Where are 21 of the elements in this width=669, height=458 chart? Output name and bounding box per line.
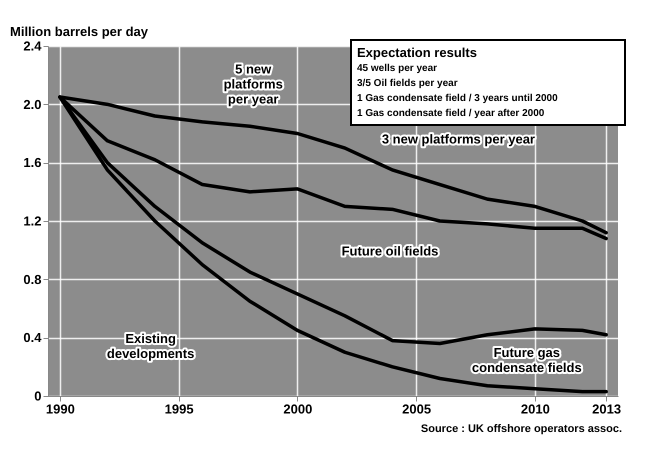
source-note: Source : UK offshore operators assoc. xyxy=(420,423,622,435)
annotation: 3/5 Oil fields per year xyxy=(357,77,459,91)
y-tick-label: 2.4 xyxy=(23,38,42,54)
annotation: 1 Gas condensate field / 3 years until 2000 xyxy=(357,92,559,106)
x-tick-label: 2013 xyxy=(592,402,622,416)
x-tick-label: 2000 xyxy=(283,402,312,416)
y-axis-title: Million barrels per day xyxy=(10,24,149,39)
annotation: 1 Gas condensate field / year after 2000 xyxy=(357,107,546,121)
y-tick-label: 0.4 xyxy=(23,330,42,346)
x-tick-label: 1995 xyxy=(164,402,194,416)
y-tick-label: 1.6 xyxy=(23,155,42,170)
x-tick-label: 1990 xyxy=(46,402,75,416)
annotation: 5 new platforms per year xyxy=(224,62,283,106)
x-tick-label: 2005 xyxy=(402,402,432,416)
annotation: 45 wells per year xyxy=(357,62,438,76)
y-tick-label: 0.8 xyxy=(23,272,42,287)
y-tick-label: 1.2 xyxy=(23,214,42,228)
x-tick-label: 2010 xyxy=(520,402,550,416)
annotation: Expectation results xyxy=(357,44,478,61)
y-tick-label: 2.0 xyxy=(23,96,42,112)
y-tick-label: 0 xyxy=(34,388,42,404)
